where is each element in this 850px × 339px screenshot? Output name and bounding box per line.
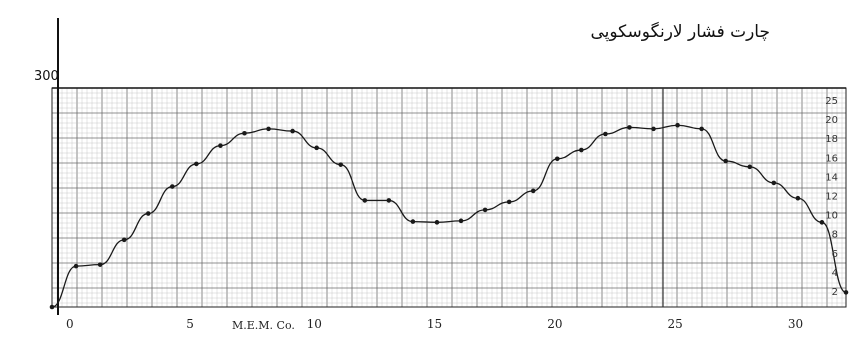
data-point — [362, 198, 368, 203]
data-point — [651, 126, 656, 132]
right-tick-label: 10 — [825, 211, 838, 222]
data-point — [554, 156, 560, 162]
series-line — [51, 124, 847, 308]
x-tick-label: 5 — [186, 317, 194, 331]
right-tick-label: 6 — [832, 249, 838, 260]
data-point — [49, 304, 55, 310]
right-tick-label: 25 — [825, 96, 838, 107]
right-tick-label: 8 — [832, 230, 838, 241]
data-point — [314, 145, 319, 151]
data-point — [603, 131, 608, 137]
data-point — [338, 162, 344, 167]
right-tick-label: 12 — [825, 192, 838, 203]
data-point — [434, 220, 440, 225]
data-point — [242, 130, 247, 136]
data-point — [579, 147, 584, 153]
data-point — [627, 125, 632, 130]
data-point — [819, 220, 825, 225]
data-point — [410, 219, 416, 224]
data-point — [97, 262, 103, 267]
data-point — [170, 184, 175, 189]
data-point — [675, 122, 680, 128]
right-tick-label: 18 — [825, 134, 838, 145]
series-line-group — [49, 122, 849, 310]
data-point — [73, 263, 79, 269]
chart-title: چارت فشار لارنگوسکوپی — [590, 22, 770, 42]
data-point — [771, 180, 777, 186]
x-tick-label: 25 — [668, 317, 683, 331]
data-point — [482, 207, 488, 213]
data-point — [747, 164, 753, 170]
data-point — [194, 161, 199, 167]
data-point — [290, 128, 295, 134]
right-tick-label: 2 — [832, 287, 838, 298]
chart-axes — [51, 18, 847, 315]
data-point — [458, 218, 464, 224]
x-tick-label: 20 — [547, 317, 562, 331]
chart-grid — [51, 87, 846, 307]
data-point — [266, 126, 271, 132]
right-tick-label: 14 — [825, 172, 838, 183]
data-point — [843, 290, 849, 295]
data-point — [699, 126, 704, 132]
y-top-label: 300 — [34, 69, 59, 84]
data-point — [386, 198, 392, 203]
x-tick-label: 30 — [788, 317, 803, 331]
right-tick-label: 16 — [825, 153, 838, 164]
data-point — [723, 158, 728, 164]
data-point — [506, 199, 512, 205]
right-tick-label: 20 — [825, 115, 838, 126]
x-tick-label: 10 — [307, 317, 322, 331]
right-tick-label: 4 — [832, 268, 838, 279]
footer-maker-label: M.E.M. Co. — [232, 319, 295, 332]
data-point — [121, 237, 127, 243]
data-point — [795, 195, 801, 201]
data-point — [530, 188, 536, 194]
x-tick-label: 0 — [66, 317, 74, 331]
data-point — [145, 211, 151, 216]
x-tick-label: 15 — [427, 317, 442, 331]
data-point — [218, 143, 223, 148]
